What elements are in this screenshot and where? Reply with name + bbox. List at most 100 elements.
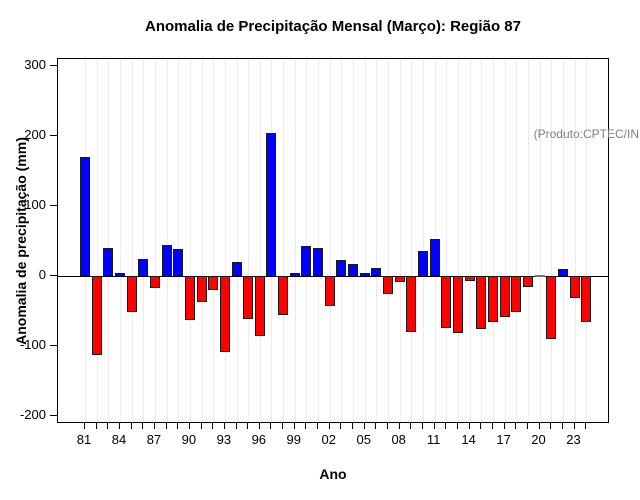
year-gridline: [248, 59, 250, 422]
bar-positive: [173, 249, 184, 276]
plot-area: (Produto:CPTEC/INPE): [57, 58, 640, 423]
x-tick: [480, 423, 482, 429]
x-tick: [585, 423, 587, 429]
bar-negative: [126, 276, 137, 312]
year-gridline: [154, 59, 156, 422]
year-gridline: [469, 59, 471, 422]
bar-positive: [103, 248, 114, 276]
year-gridline: [224, 59, 226, 422]
year-gridline: [586, 59, 588, 422]
bar-negative: [511, 276, 522, 312]
year-gridline: [294, 59, 296, 422]
bar-negative: [324, 276, 335, 307]
y-tick-label: 0: [38, 267, 46, 282]
x-axis-title: Ano: [319, 466, 347, 482]
bar-negative: [184, 276, 195, 321]
y-tick: [50, 345, 57, 346]
x-tick: [328, 423, 330, 429]
bar-negative: [464, 276, 475, 281]
x-tick-label: 96: [251, 432, 267, 447]
bar-negative: [394, 276, 405, 282]
x-tick-label: 90: [181, 432, 197, 447]
year-gridline: [539, 59, 541, 422]
x-tick: [212, 423, 214, 429]
year-gridline: [213, 59, 215, 422]
y-axis-title: Anomalia de precipitação (mm): [13, 137, 29, 345]
x-tick: [142, 423, 144, 429]
year-gridline: [259, 59, 261, 422]
bar-negative: [476, 276, 487, 329]
x-tick-label: 02: [321, 432, 336, 447]
year-gridline: [562, 59, 564, 422]
year-gridline: [96, 59, 98, 422]
year-gridline: [422, 59, 424, 422]
bar-positive: [417, 250, 428, 276]
x-tick: [305, 423, 307, 429]
bar-negative: [149, 276, 160, 288]
x-tick: [177, 423, 179, 429]
x-tick-label: 23: [566, 432, 581, 447]
x-tick: [95, 423, 97, 429]
bar-negative: [581, 276, 592, 323]
bar-negative: [441, 276, 452, 328]
bar-positive: [161, 245, 172, 276]
x-tick-label: 99: [286, 432, 302, 447]
year-gridline: [119, 59, 121, 422]
year-gridline: [353, 59, 355, 422]
year-gridline: [492, 59, 494, 422]
x-tick: [282, 423, 284, 429]
year-gridline: [364, 59, 366, 422]
bar-positive: [80, 157, 90, 276]
y-tick: [50, 275, 57, 276]
x-tick: [468, 423, 470, 429]
x-tick-label: 81: [76, 432, 92, 447]
bar-positive: [348, 264, 359, 276]
x-tick: [421, 423, 423, 429]
x-tick: [270, 423, 272, 429]
year-gridline: [411, 59, 413, 422]
x-tick-label: 84: [111, 432, 127, 447]
year-gridline: [504, 59, 506, 422]
bar-positive: [359, 273, 370, 276]
bar-negative: [487, 276, 498, 322]
x-tick-label: 05: [356, 432, 371, 447]
x-tick: [503, 423, 505, 429]
year-gridline: [329, 59, 331, 422]
year-gridline: [108, 59, 110, 422]
x-tick: [200, 423, 202, 429]
bar-positive: [289, 272, 300, 276]
x-tick: [538, 423, 540, 429]
x-tick: [410, 423, 412, 429]
bar-negative: [546, 276, 557, 339]
year-gridline: [446, 59, 448, 422]
x-tick: [130, 423, 132, 429]
year-gridline: [376, 59, 378, 422]
bar-negative: [406, 276, 417, 332]
bar-positive: [114, 272, 125, 276]
year-gridline: [341, 59, 343, 422]
x-tick: [515, 423, 517, 429]
bar-positive: [266, 132, 277, 276]
bar-negative: [219, 276, 230, 352]
bar-positive: [557, 269, 568, 276]
year-gridline: [236, 59, 238, 422]
bar-zero: [534, 275, 545, 277]
x-tick: [118, 423, 120, 429]
x-tick: [188, 423, 190, 429]
x-tick: [363, 423, 365, 429]
x-tick: [293, 423, 295, 429]
x-tick-label: 14: [461, 432, 476, 447]
x-tick-label: 87: [146, 432, 162, 447]
bar-negative: [569, 276, 580, 298]
x-tick: [526, 423, 528, 429]
year-gridline: [143, 59, 145, 422]
bar-negative: [383, 276, 394, 295]
bar-positive: [313, 248, 324, 276]
y-tick-label: 200: [24, 127, 46, 142]
y-tick: [50, 65, 57, 66]
x-tick: [561, 423, 563, 429]
x-tick: [153, 423, 155, 429]
bar-negative: [278, 276, 289, 315]
year-gridline: [131, 59, 133, 422]
y-tick: [50, 205, 57, 206]
